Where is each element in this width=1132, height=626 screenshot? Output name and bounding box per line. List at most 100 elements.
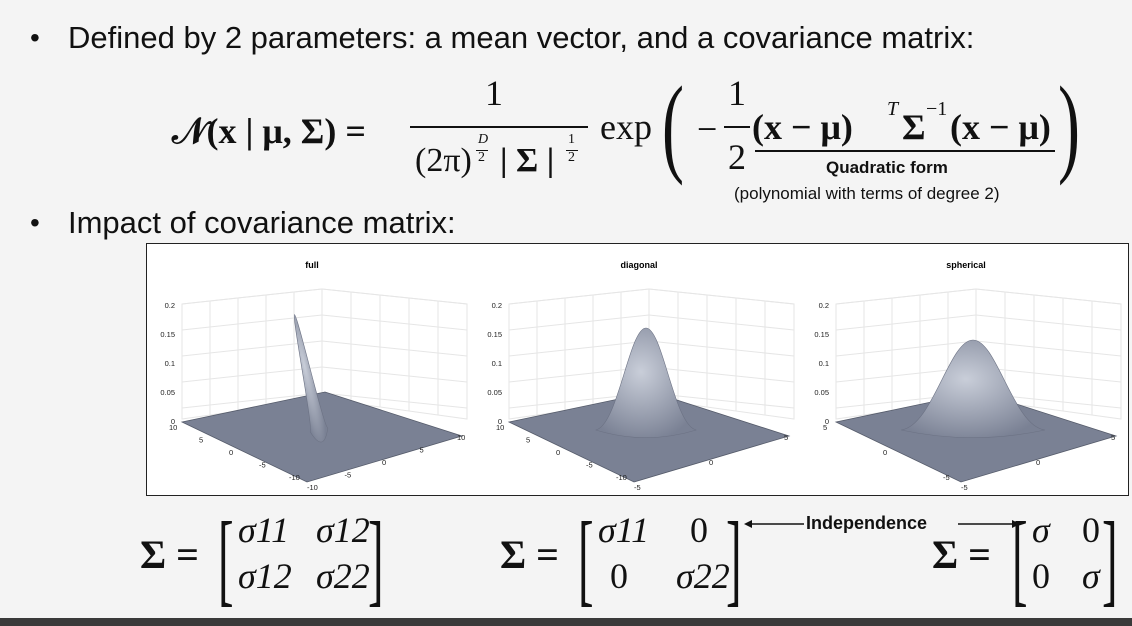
z-tick-label: 0.1 bbox=[492, 359, 502, 368]
y-tick-label: 5 bbox=[784, 433, 788, 442]
det-sigma: | Σ | bbox=[500, 142, 555, 179]
mini-bar-2 bbox=[566, 150, 578, 151]
bracket-left: [ bbox=[218, 501, 234, 616]
entry-a: σ11 bbox=[238, 510, 290, 550]
z-tick-label: 0.05 bbox=[814, 388, 829, 397]
inverse-exp: −1 bbox=[926, 98, 948, 120]
minus-sign: − bbox=[697, 109, 718, 149]
x-tick-label: -5 bbox=[943, 473, 950, 482]
entry-c: 0 bbox=[610, 556, 628, 596]
entry-c: σ12 bbox=[238, 556, 292, 596]
plot-title: diagonal bbox=[620, 260, 657, 270]
y-tick-label: -5 bbox=[345, 471, 352, 480]
z-tick-label: 0.1 bbox=[819, 359, 829, 368]
gaussian-peak bbox=[293, 314, 329, 443]
half-den: 2 bbox=[728, 137, 746, 177]
entry-b: σ12 bbox=[316, 510, 370, 550]
matrix-diagonal: Σ = [ σ11 0 0 σ22 ] bbox=[500, 501, 770, 616]
half-bar bbox=[724, 126, 750, 128]
formula-numerator: 1 bbox=[485, 73, 503, 113]
x-tick-label: 10 bbox=[496, 423, 504, 432]
exp-2: 2 bbox=[478, 150, 485, 165]
z-tick-label: 0.2 bbox=[165, 301, 175, 310]
x-tick-label: -10 bbox=[289, 473, 300, 482]
y-tick-label: -5 bbox=[961, 483, 968, 492]
bracket-left: [ bbox=[578, 501, 594, 616]
paren-left: ( bbox=[662, 64, 684, 186]
entry-a: σ bbox=[1032, 510, 1050, 550]
x-tick-label: 10 bbox=[169, 423, 177, 432]
z-tick-label: 0.1 bbox=[165, 359, 175, 368]
entry-a: σ11 bbox=[598, 510, 650, 550]
plot-title: full bbox=[305, 260, 319, 270]
entry-c: 0 bbox=[1032, 556, 1050, 596]
z-tick-label: 0.05 bbox=[160, 388, 175, 397]
gaussian-formula: 𝒩(x | μ, Σ) = 1 (2π) D 2 | Σ | 1 2 exp (… bbox=[0, 70, 1132, 210]
fraction-bar bbox=[410, 126, 588, 128]
bullet-text: Impact of covariance matrix: bbox=[68, 205, 456, 240]
x-tick-label: 5 bbox=[823, 423, 827, 432]
plot-full: full 0.2 0.15 0.1 0.05 0 10 5 0 -5 -10 -10 -5 0 5 10 bbox=[147, 244, 474, 494]
quad-x-mu-2: (x − μ) bbox=[950, 107, 1051, 147]
bracket-right: ] bbox=[726, 501, 742, 616]
matrix-spherical: Σ = [ σ 0 0 σ ] bbox=[932, 501, 1127, 616]
y-tick-label: 0 bbox=[1036, 458, 1040, 467]
z-tick-label: 0 bbox=[825, 417, 829, 426]
sigma-inverse: Σ bbox=[902, 107, 926, 147]
z-tick-label: 0.2 bbox=[819, 301, 829, 310]
y-tick-label: 0 bbox=[382, 458, 386, 467]
bullet-text: Defined by 2 parameters: a mean vector, … bbox=[68, 20, 975, 55]
z-tick-label: 0 bbox=[498, 417, 502, 426]
bullet-dot: • bbox=[30, 207, 40, 238]
x-tick-label: 0 bbox=[883, 448, 887, 457]
independence-label: Independence bbox=[806, 513, 928, 533]
matrix-lhs: Σ = bbox=[140, 532, 199, 577]
x-tick-label: -5 bbox=[259, 461, 266, 470]
y-tick-label: 5 bbox=[1111, 433, 1115, 442]
y-tick-label: 5 bbox=[420, 446, 424, 455]
z-tick-label: 0.15 bbox=[814, 330, 829, 339]
entry-b: 0 bbox=[690, 510, 708, 550]
z-tick-label: 0 bbox=[171, 417, 175, 426]
mini-bar bbox=[476, 150, 488, 151]
x-tick-label: 5 bbox=[199, 436, 203, 445]
entry-d: σ22 bbox=[676, 556, 730, 596]
y-tick-label: 0 bbox=[709, 458, 713, 467]
y-tick-label: 10 bbox=[457, 433, 465, 442]
formula-lhs: 𝒩(x | μ, Σ) = bbox=[172, 111, 366, 151]
matrix-lhs: Σ = bbox=[932, 532, 991, 577]
transpose-T: T bbox=[887, 98, 899, 120]
exp-1: 1 bbox=[568, 132, 575, 147]
bracket-right: ] bbox=[368, 501, 384, 616]
x-tick-label: -5 bbox=[586, 461, 593, 470]
entry-d: σ22 bbox=[316, 556, 370, 596]
z-tick-label: 0.2 bbox=[492, 301, 502, 310]
covariance-figure: full 0.2 0.15 0.1 0.05 0 10 5 0 -5 -10 -10 -5 0 5 10 di… bbox=[146, 243, 1129, 496]
independence-arrow: Independence bbox=[742, 512, 1022, 538]
quadratic-form-label: Quadratic form bbox=[826, 158, 948, 177]
bottom-bar bbox=[0, 618, 1132, 626]
z-tick-label: 0.15 bbox=[160, 330, 175, 339]
bracket-left: [ bbox=[1012, 501, 1028, 616]
y-tick-label: -5 bbox=[634, 483, 641, 492]
bullet-definition: • Defined by 2 parameters: a mean vector… bbox=[30, 20, 974, 56]
denominator-2pi: (2π) bbox=[415, 142, 472, 179]
entry-b: 0 bbox=[1082, 510, 1100, 550]
entry-d: σ bbox=[1082, 556, 1100, 596]
bullet-impact: • Impact of covariance matrix: bbox=[30, 205, 456, 241]
exp-D: D bbox=[478, 132, 489, 147]
matrix-lhs: Σ = bbox=[500, 532, 559, 577]
x-tick-label: 0 bbox=[556, 448, 560, 457]
matrix-full: Σ = [ σ11 σ12 σ12 σ22 ] bbox=[140, 501, 400, 616]
half-num: 1 bbox=[728, 73, 746, 113]
z-tick-label: 0.15 bbox=[487, 330, 502, 339]
double-arrow-icon bbox=[744, 520, 1020, 528]
quad-x-mu: (x − μ) bbox=[752, 107, 853, 147]
gaussian-peak bbox=[900, 339, 1046, 438]
plot-title: spherical bbox=[946, 260, 986, 270]
exp-2b: 2 bbox=[568, 150, 575, 165]
plot-spherical: spherical 0.2 0.15 0.1 0.05 0 5 0 -5 -5 0 5 bbox=[801, 244, 1128, 494]
